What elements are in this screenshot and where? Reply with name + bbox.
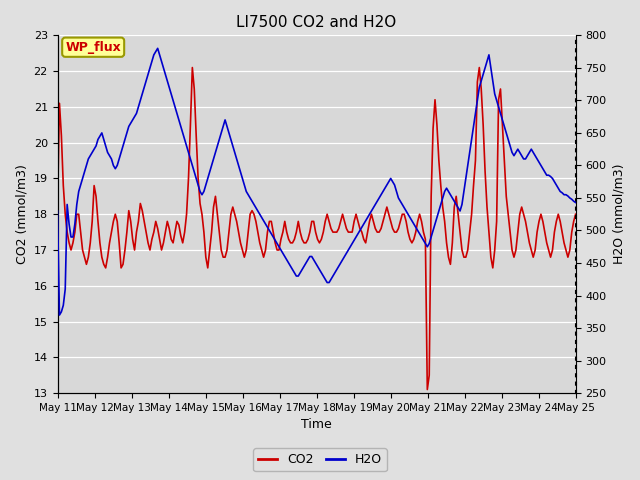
Title: LI7500 CO2 and H2O: LI7500 CO2 and H2O [236,15,397,30]
X-axis label: Time: Time [301,419,332,432]
Y-axis label: CO2 (mmol/m3): CO2 (mmol/m3) [15,164,28,264]
Text: WP_flux: WP_flux [65,41,121,54]
Y-axis label: H2O (mmol/m3): H2O (mmol/m3) [612,164,625,264]
Legend: CO2, H2O: CO2, H2O [253,448,387,471]
